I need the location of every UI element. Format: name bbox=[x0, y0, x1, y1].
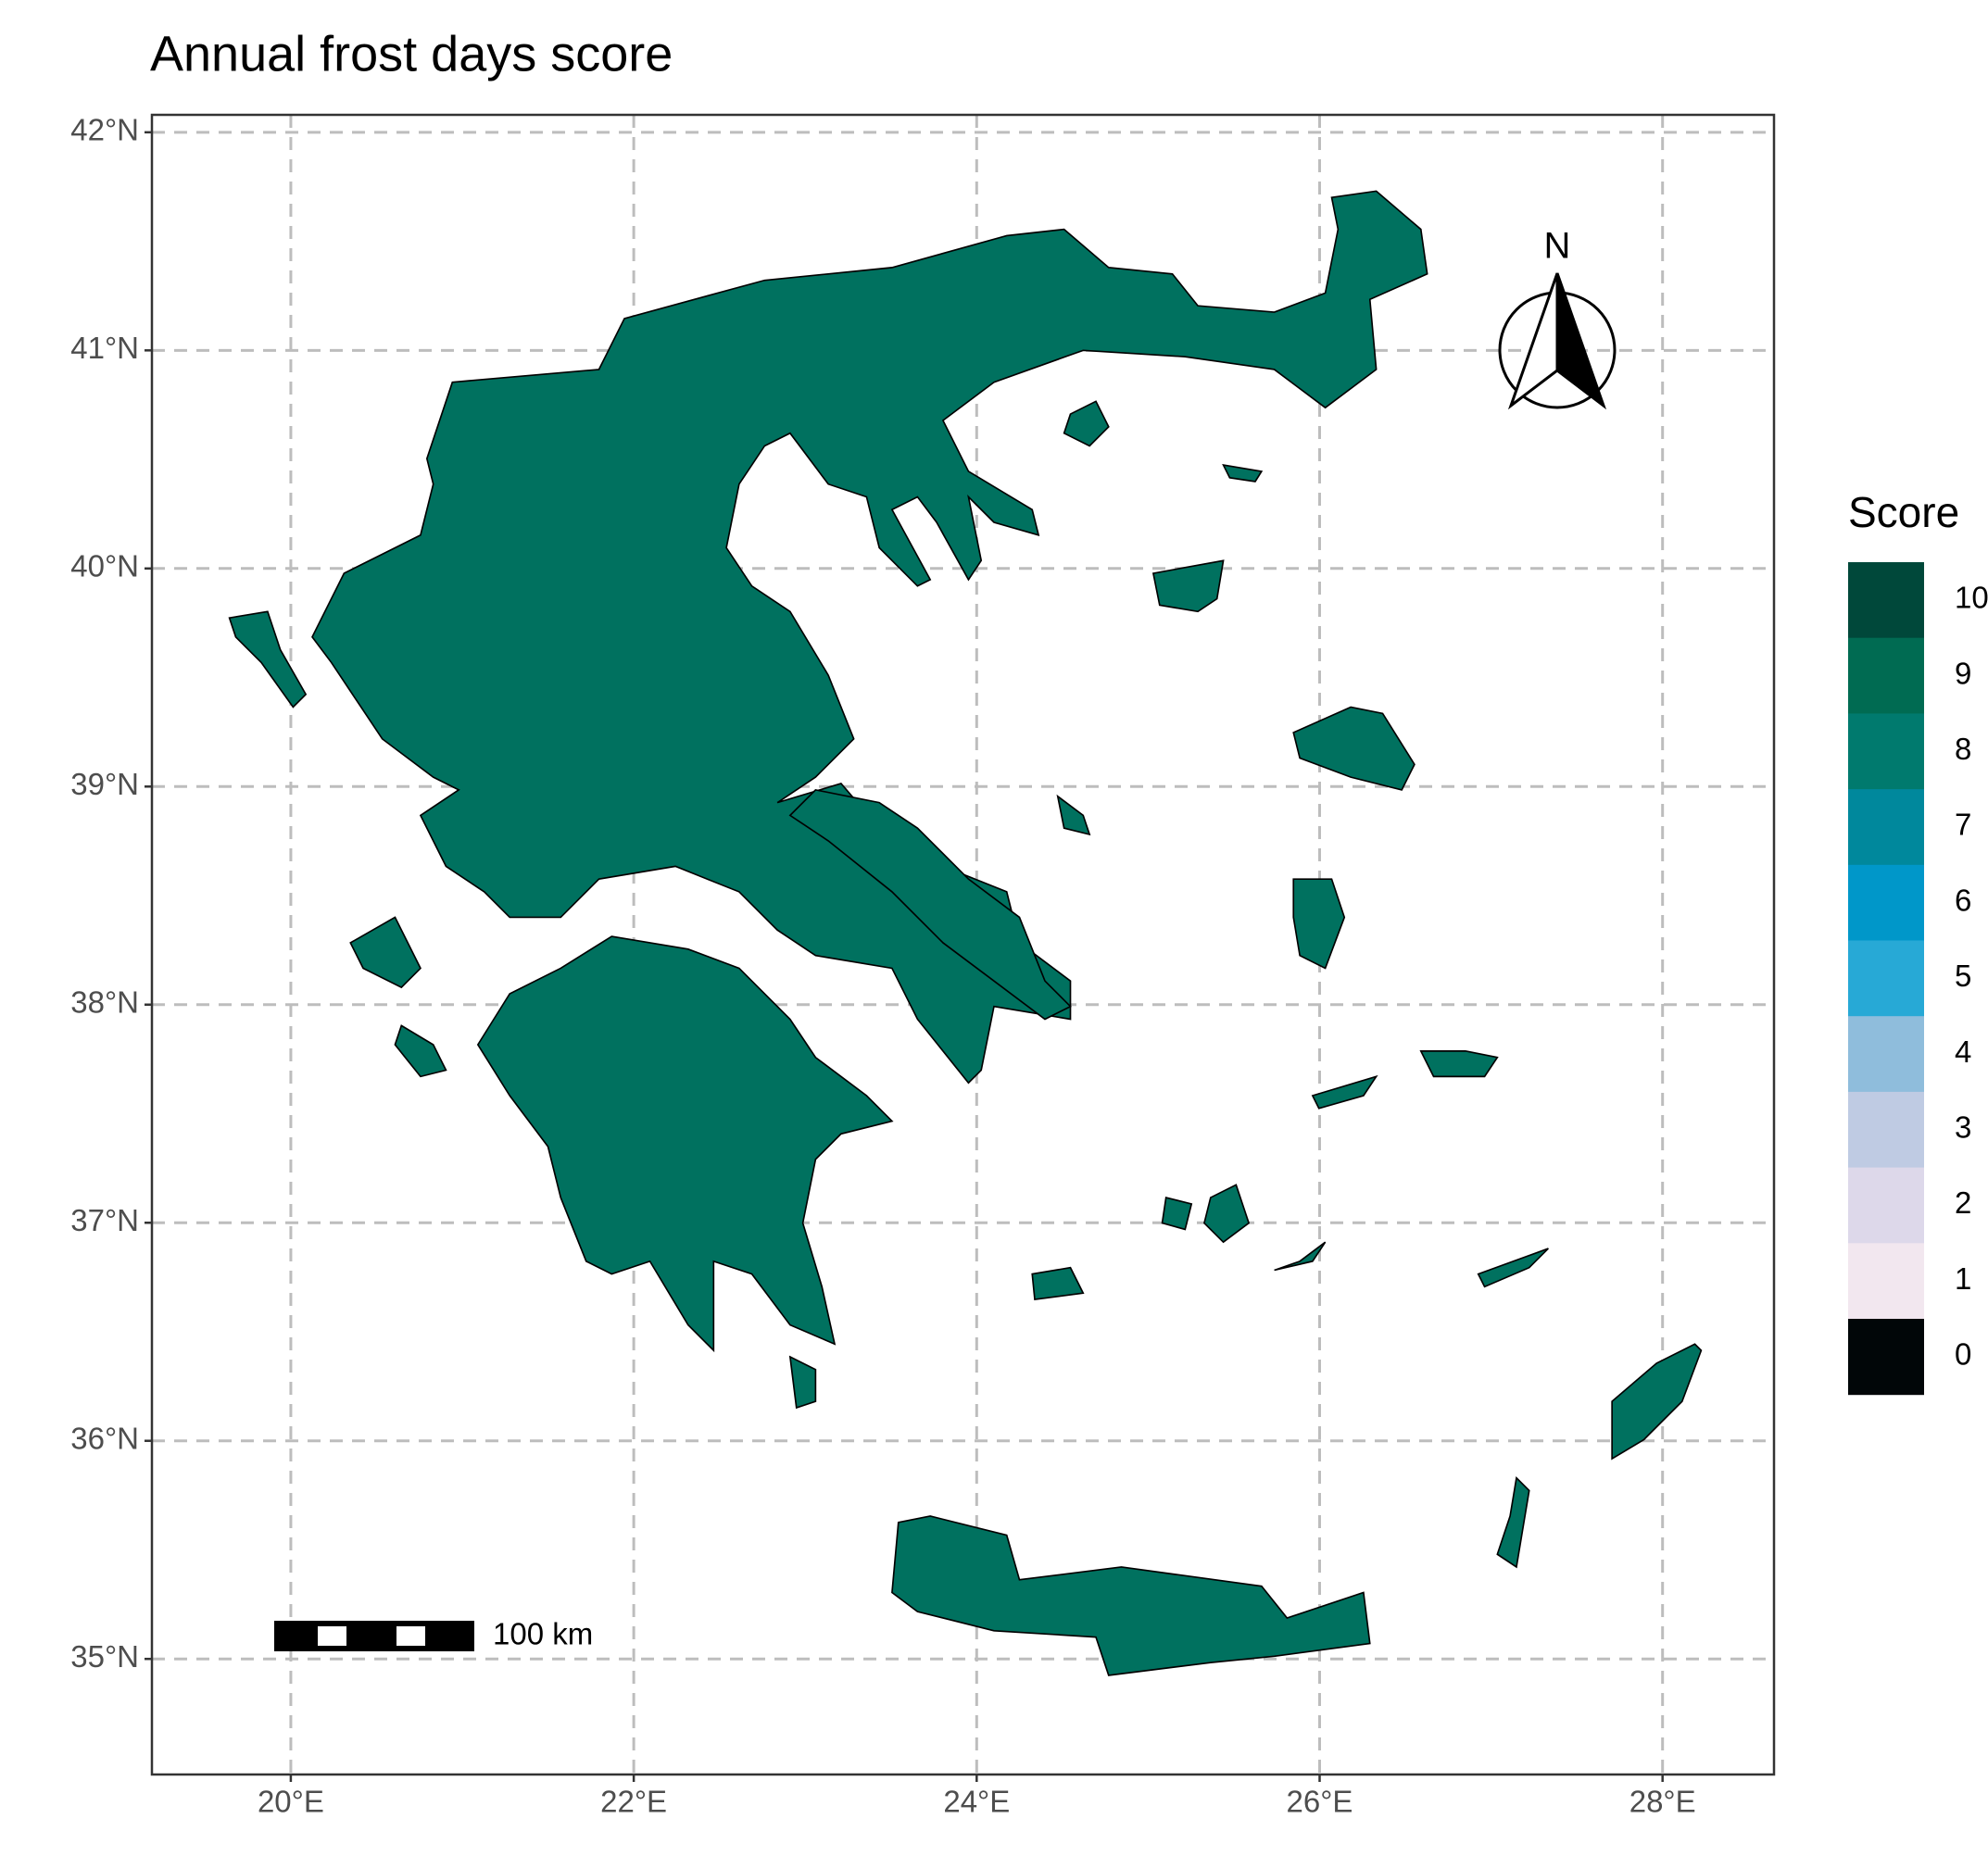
legend-swatch bbox=[1848, 940, 1924, 1017]
legend-label: 0 bbox=[1955, 1337, 1971, 1372]
legend-swatch bbox=[1848, 1167, 1924, 1244]
x-tick-label: 24°E bbox=[943, 1785, 1010, 1819]
legend-swatch bbox=[1848, 562, 1924, 639]
landmass bbox=[1056, 794, 1091, 836]
legend-label: 8 bbox=[1955, 732, 1971, 766]
legend-label: 3 bbox=[1955, 1110, 1971, 1144]
x-tick-label: 22°E bbox=[600, 1785, 667, 1819]
y-tick-label: 37°N bbox=[70, 1203, 139, 1237]
legend-label: 4 bbox=[1955, 1035, 1971, 1069]
legend-label: 9 bbox=[1955, 656, 1971, 690]
y-tick-label: 40°N bbox=[70, 549, 139, 583]
legend-swatch bbox=[1848, 1319, 1924, 1396]
x-tick-label: 26°E bbox=[1287, 1785, 1353, 1819]
legend-swatch bbox=[1848, 1016, 1924, 1093]
legend-label: 1 bbox=[1955, 1261, 1971, 1296]
scale-bar: 100 km bbox=[274, 1617, 593, 1651]
landmass bbox=[394, 1024, 447, 1078]
legend-swatch bbox=[1848, 713, 1924, 790]
legend-label: 2 bbox=[1955, 1185, 1971, 1220]
landmass bbox=[1611, 1343, 1703, 1461]
landmass bbox=[1311, 1074, 1378, 1110]
legend-swatch bbox=[1848, 864, 1924, 941]
scale-bar-segment bbox=[396, 1626, 425, 1646]
north-arrow-right bbox=[1555, 272, 1607, 410]
x-tick-label: 20°E bbox=[258, 1785, 324, 1819]
landmass bbox=[1292, 706, 1416, 791]
legend-label: 5 bbox=[1955, 959, 1971, 993]
landmass bbox=[1419, 1050, 1499, 1078]
landmass bbox=[1151, 559, 1225, 613]
landmass bbox=[228, 610, 308, 709]
panel-border bbox=[150, 113, 1776, 1776]
landmass bbox=[788, 1355, 817, 1410]
landmass bbox=[891, 1515, 1371, 1676]
north-arrow: N bbox=[1498, 226, 1617, 410]
scale-bar-segment bbox=[318, 1626, 346, 1646]
landmass bbox=[1477, 1248, 1549, 1288]
y-tick-label: 42°N bbox=[70, 113, 139, 147]
legend-swatch bbox=[1848, 1091, 1924, 1169]
landmass bbox=[1031, 1266, 1085, 1301]
legend-swatch bbox=[1848, 637, 1924, 714]
landmass bbox=[1292, 878, 1346, 970]
landmass bbox=[1496, 1475, 1530, 1569]
landmass bbox=[788, 788, 1072, 1021]
landmass bbox=[1203, 1184, 1251, 1244]
y-tick-label: 39°N bbox=[70, 767, 139, 801]
y-tick-label: 41°N bbox=[70, 331, 139, 365]
y-tick-label: 35°N bbox=[70, 1639, 139, 1674]
legend-title: Score bbox=[1848, 488, 1959, 536]
y-tick-label: 36°N bbox=[70, 1421, 139, 1455]
north-label: N bbox=[1544, 226, 1571, 267]
y-tick-label: 38°N bbox=[70, 984, 139, 1019]
legend-label: 6 bbox=[1955, 883, 1971, 917]
legend-swatch bbox=[1848, 1243, 1924, 1320]
legend-swatch bbox=[1848, 789, 1924, 866]
legend-label: 10 bbox=[1955, 581, 1988, 615]
map-title: Annual frost days score bbox=[150, 26, 673, 82]
landmass bbox=[1161, 1197, 1193, 1231]
landmass bbox=[476, 935, 894, 1353]
landmass bbox=[349, 916, 422, 989]
landmass bbox=[1063, 400, 1110, 447]
scale-bar-label: 100 km bbox=[493, 1617, 593, 1651]
landmass bbox=[311, 190, 1428, 1085]
legend-label: 7 bbox=[1955, 808, 1971, 842]
land bbox=[228, 190, 1703, 1676]
scale-bar-body bbox=[274, 1621, 474, 1651]
x-tick-label: 28°E bbox=[1629, 1785, 1696, 1819]
landmass bbox=[1274, 1241, 1327, 1272]
landmass bbox=[1222, 464, 1264, 483]
